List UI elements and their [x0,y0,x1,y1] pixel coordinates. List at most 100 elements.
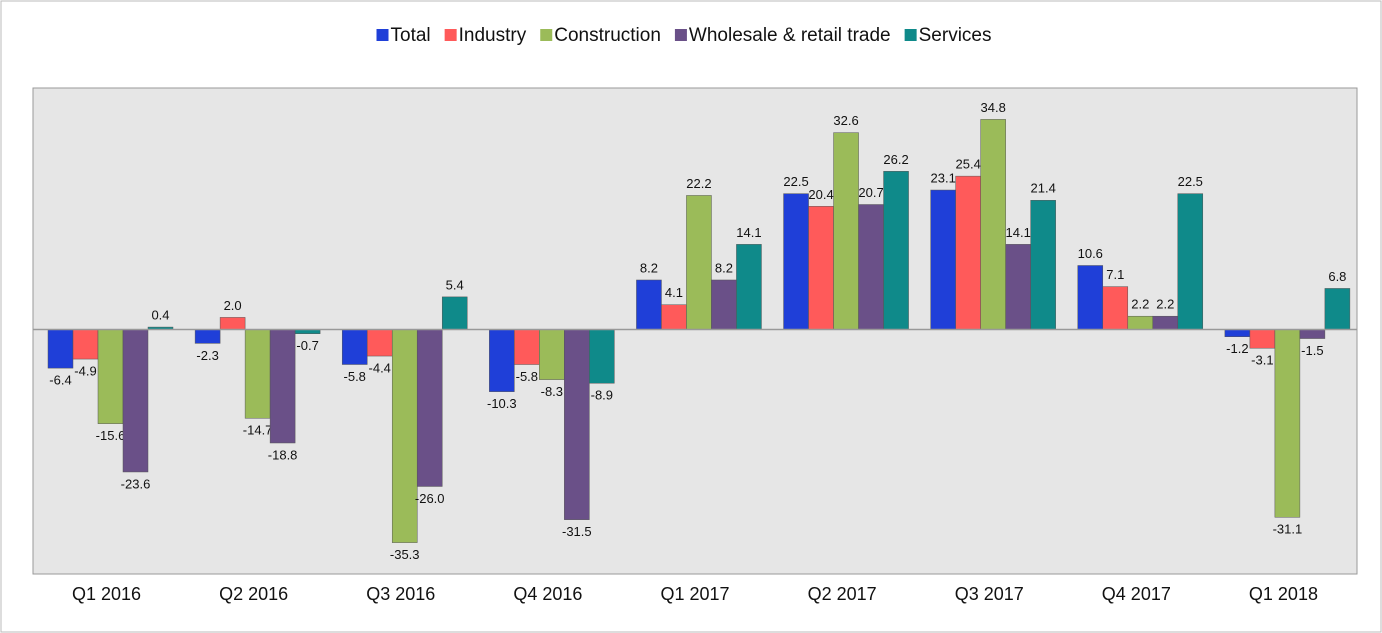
data-label: 20.7 [858,185,883,200]
data-label: 26.2 [883,152,908,167]
bar [686,195,712,330]
data-label: -26.0 [415,491,445,506]
data-label: -14.7 [243,423,273,438]
data-label: 20.4 [808,187,833,202]
data-label: 21.4 [1031,181,1056,196]
bar [1152,315,1179,330]
legend-label: Wholesale & retail trade [689,25,891,46]
data-label: 2.0 [224,298,242,313]
bar [341,329,368,365]
plot-area [32,87,1358,575]
bar [97,329,124,424]
data-label: -1.2 [1226,341,1248,356]
legend-swatch [674,29,687,41]
data-label: -15.6 [96,428,126,443]
bar [564,329,590,520]
data-label: -31.1 [1273,522,1303,537]
legend-swatch [376,29,389,41]
x-tick-label: Q1 2016 [72,584,141,604]
bar [539,329,565,380]
data-label: -3.1 [1251,353,1273,368]
x-tick-label: Q1 2017 [660,584,729,604]
data-label: 22.5 [783,174,808,189]
bar [391,329,418,543]
x-tick-label: Q3 2017 [955,584,1024,604]
bar [47,329,74,369]
data-label: 2.2 [1156,297,1174,312]
data-label: -5.8 [516,369,538,384]
bar [244,329,271,419]
x-tick-label: Q2 2016 [219,584,288,604]
data-label: -2.3 [196,348,218,363]
bar [219,317,246,330]
data-label: -31.5 [562,524,592,539]
bar [1249,329,1276,349]
data-label: -35.3 [390,547,420,562]
data-label: 6.8 [1328,269,1346,284]
bar [808,206,834,330]
data-label: 34.8 [981,100,1006,115]
data-label: 2.2 [1131,297,1149,312]
data-label: 14.1 [1006,225,1031,240]
bar [72,329,99,360]
bar [858,204,884,330]
data-label: -10.3 [487,396,517,411]
data-label: 22.2 [686,176,711,191]
data-label: -23.6 [121,476,151,491]
bar [1274,329,1301,518]
bar [366,329,393,357]
data-label: -5.8 [344,369,366,384]
bar [1077,265,1104,330]
bar [1299,329,1326,339]
bar [980,119,1006,330]
data-label: 8.2 [640,260,658,275]
bar [589,329,615,384]
bar [489,329,515,392]
data-label: -6.4 [49,373,71,388]
bar [1177,193,1204,330]
x-tick-label: Q3 2016 [366,584,435,604]
data-label: -1.5 [1301,343,1323,358]
bar [122,329,149,473]
data-label: 0.4 [151,308,169,323]
data-label: 4.1 [665,285,683,300]
data-label: -8.9 [591,388,613,403]
bar [1224,329,1251,337]
bar [661,304,687,330]
legend-label: Construction [554,25,661,46]
bar [636,279,662,330]
data-label: 7.1 [1106,267,1124,282]
x-tick-label: Q1 2018 [1249,584,1318,604]
bar [955,175,981,330]
bar [930,189,956,330]
bar [1005,244,1031,330]
bar [441,296,468,330]
data-label: 22.5 [1178,174,1203,189]
bar [736,244,762,330]
bar [883,171,909,330]
legend-swatch [904,29,917,41]
bar [514,329,540,365]
legend-label: Services [919,25,992,46]
bar [1127,315,1154,330]
data-label: -0.7 [296,338,318,353]
bar [1102,286,1129,330]
legend-label: Total [391,25,431,46]
data-label: 25.4 [956,157,981,172]
data-label: -18.8 [268,447,298,462]
data-label: -4.4 [369,360,391,375]
data-label: -4.9 [74,364,96,379]
x-tick-label: Q4 2016 [513,584,582,604]
data-label: 32.6 [833,113,858,128]
bar [1324,288,1351,330]
data-label: 10.6 [1078,246,1103,261]
x-tick-label: Q2 2017 [808,584,877,604]
bar [1030,200,1056,330]
bar [783,193,809,330]
bar [269,329,296,444]
data-label: -8.3 [541,384,563,399]
legend-swatch [444,29,457,41]
legend-label: Industry [459,25,527,46]
bar [833,132,859,330]
